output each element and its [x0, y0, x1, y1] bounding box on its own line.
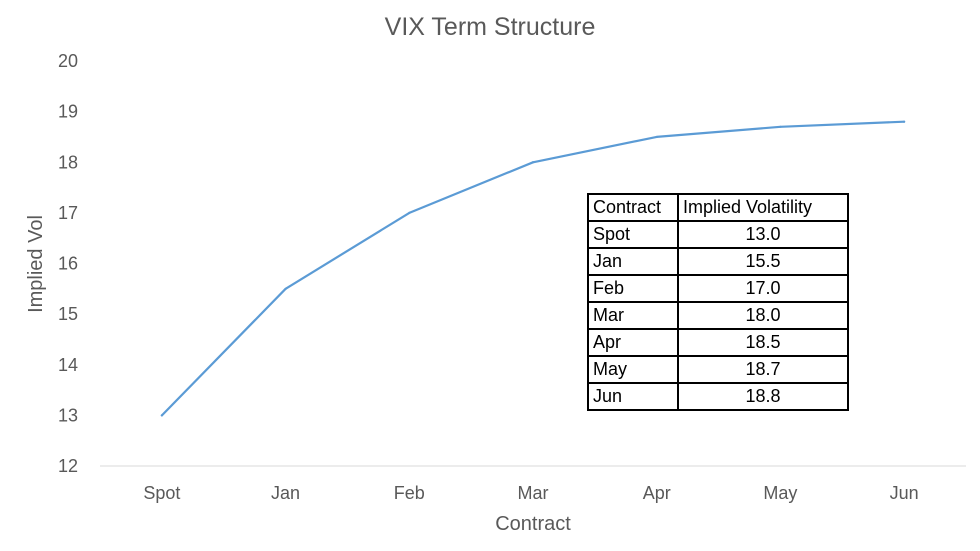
table-cell-contract: Feb: [587, 274, 679, 303]
data-point: [903, 120, 906, 123]
x-tick-label: Spot: [143, 483, 180, 503]
y-tick-label: 15: [58, 304, 78, 324]
table-row: Feb 17.0: [587, 274, 849, 303]
x-tick-label: Apr: [643, 483, 671, 503]
y-tick-label: 13: [58, 405, 78, 425]
table-cell-contract: Mar: [587, 301, 679, 330]
table-cell-value: 15.5: [677, 247, 849, 276]
table-cell-value: 17.0: [677, 274, 849, 303]
table-cell-value: 18.8: [677, 382, 849, 411]
table-row: Spot 13.0: [587, 220, 849, 249]
data-point: [408, 211, 411, 214]
table-cell-contract: Spot: [587, 220, 679, 249]
x-tick-label: Jan: [271, 483, 300, 503]
table-header-cell: Implied Volatility: [677, 193, 849, 222]
x-axis-ticks: Spot Jan Feb Mar Apr May Jun: [143, 483, 918, 503]
y-axis-title: Implied Vol: [25, 215, 47, 313]
x-axis-title: Contract: [495, 513, 571, 535]
data-point: [655, 135, 658, 139]
table-cell-contract: May: [587, 355, 679, 384]
table-cell-contract: Jan: [587, 247, 679, 276]
y-axis-ticks: 12 13 14 15 16 17 18 19 20: [58, 51, 78, 476]
y-tick-label: 18: [58, 152, 78, 172]
chart-title: VIX Term Structure: [385, 13, 596, 41]
y-tick-label: 19: [58, 102, 78, 122]
y-tick-label: 12: [58, 456, 78, 476]
y-tick-label: 14: [58, 355, 78, 375]
y-tick-label: 16: [58, 254, 78, 274]
table-cell-value: 13.0: [677, 220, 849, 249]
data-point: [779, 125, 782, 128]
data-point: [531, 161, 535, 164]
table-row: Apr 18.5: [587, 328, 849, 357]
x-tick-label: Jun: [890, 483, 919, 503]
table-cell-value: 18.7: [677, 355, 849, 384]
data-point: [160, 414, 163, 417]
table-row: Jan 15.5: [587, 247, 849, 276]
table-cell-contract: Jun: [587, 382, 679, 411]
table-row: Mar 18.0: [587, 301, 849, 330]
table-cell-value: 18.0: [677, 301, 849, 330]
x-tick-label: May: [763, 483, 797, 503]
table-header-row: Contract Implied Volatility: [587, 193, 849, 222]
y-tick-label: 20: [58, 51, 78, 71]
table-header-cell: Contract: [587, 193, 679, 222]
table-cell-contract: Apr: [587, 328, 679, 357]
data-table: Contract Implied Volatility Spot 13.0 Ja…: [587, 193, 849, 411]
data-point: [284, 287, 287, 290]
y-tick-label: 17: [58, 203, 78, 223]
x-tick-label: Mar: [518, 483, 549, 503]
x-tick-label: Feb: [394, 483, 425, 503]
table-row: Jun 18.8: [587, 382, 849, 411]
table-cell-value: 18.5: [677, 328, 849, 357]
series-group: [160, 120, 906, 417]
table-row: May 18.7: [587, 355, 849, 384]
